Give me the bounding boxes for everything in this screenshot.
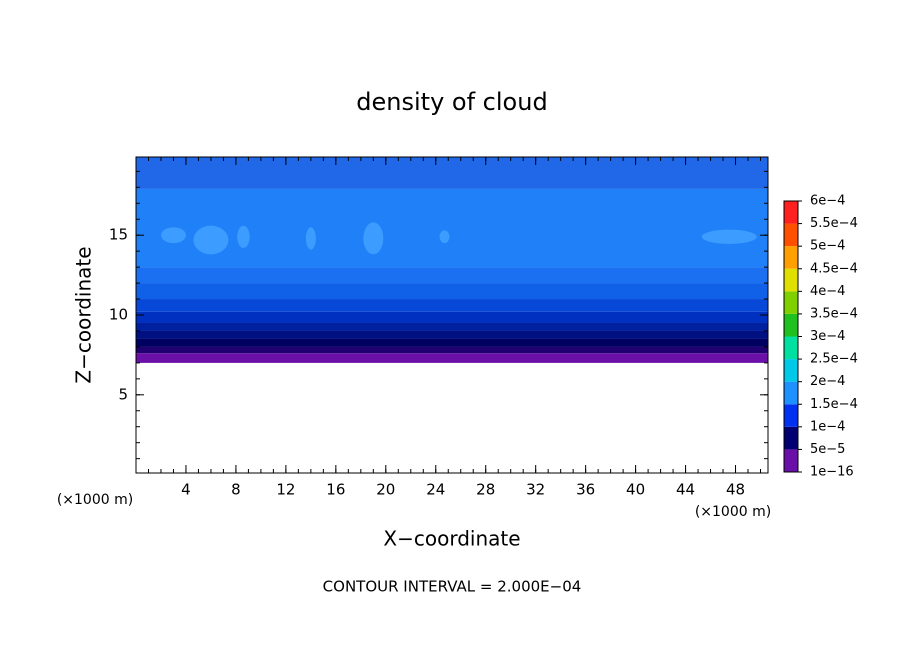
y-axis-label: Z−coordinate xyxy=(72,246,96,383)
x-tick-label: 44 xyxy=(676,481,695,499)
colorbar-swatch xyxy=(784,313,798,337)
contour-cell xyxy=(305,227,316,250)
contour-band xyxy=(136,330,768,339)
x-tick-label: 36 xyxy=(576,481,595,499)
colorbar-swatch xyxy=(784,381,798,405)
contour-band xyxy=(136,267,768,284)
x-tick-label: 16 xyxy=(326,481,345,499)
colorbar-tick-label: 2.5e−4 xyxy=(810,352,858,367)
colorbar-swatch xyxy=(784,449,798,472)
colorbar-tick-label: 4e−4 xyxy=(810,284,845,299)
contour-cell xyxy=(363,222,384,255)
x-tick-label: 20 xyxy=(376,481,395,499)
x-tick-label: 24 xyxy=(426,481,445,499)
colorbar-swatch xyxy=(784,404,798,427)
x-tick-label: 4 xyxy=(181,481,191,499)
x-tick-label: 8 xyxy=(231,481,241,499)
x-unit-label: (×1000 m) xyxy=(695,504,771,520)
contour-band xyxy=(136,311,768,323)
contour-cell xyxy=(701,229,757,244)
x-tick-label: 28 xyxy=(476,481,495,499)
colorbar-tick-label: 1e−16 xyxy=(810,465,854,480)
colorbar-tick-label: 3e−4 xyxy=(810,329,845,344)
contour-band xyxy=(136,188,768,268)
colorbar-swatch xyxy=(784,426,798,450)
colorbar-tick-label: 1e−4 xyxy=(810,419,845,434)
colorbar-swatch xyxy=(784,201,798,224)
colorbar-tick-label: 3.5e−4 xyxy=(810,306,858,321)
contour-cell xyxy=(160,227,186,244)
colorbar-tick-label: 5e−5 xyxy=(810,442,845,457)
chart-title: density of cloud xyxy=(356,88,547,116)
contour-band xyxy=(136,338,768,347)
colorbar-tick-label: 2e−4 xyxy=(810,374,845,389)
x-axis-label: X−coordinate xyxy=(383,527,520,551)
colorbar-tick-label: 6e−4 xyxy=(810,194,845,209)
colorbar-swatch xyxy=(784,246,798,269)
contour-band xyxy=(136,299,768,312)
contour-band xyxy=(136,283,768,300)
x-tick-label: 32 xyxy=(526,481,545,499)
contour-cell xyxy=(237,225,250,248)
contour-band xyxy=(136,322,768,331)
y-tick-label: 10 xyxy=(109,306,128,324)
footer: CONTOUR INTERVAL = 2.000E−04 xyxy=(323,578,582,596)
colorbar-swatch xyxy=(784,336,798,360)
y-tick-label: 5 xyxy=(118,385,128,403)
x-tick-label: 48 xyxy=(726,481,745,499)
x-tick-label: 12 xyxy=(276,481,295,499)
contour-band xyxy=(136,346,768,354)
colorbar-swatch xyxy=(784,223,798,247)
colorbar-tick-label: 5.5e−4 xyxy=(810,216,858,231)
x-tick-label: 40 xyxy=(626,481,645,499)
colorbar-tick-label: 5e−4 xyxy=(810,239,845,254)
y-unit-label: (×1000 m) xyxy=(57,492,133,508)
colorbar-tick-label: 4.5e−4 xyxy=(810,261,858,276)
contour-cell xyxy=(193,225,229,255)
colorbar-swatch xyxy=(784,268,798,292)
colorbar-tick-label: 1.5e−4 xyxy=(810,397,858,412)
contour-band xyxy=(136,157,768,189)
colorbar-swatch xyxy=(784,291,798,314)
contour-cell xyxy=(439,230,450,244)
y-tick-label: 15 xyxy=(109,226,128,244)
contour-band xyxy=(136,353,768,363)
colorbar-swatch xyxy=(784,359,798,382)
